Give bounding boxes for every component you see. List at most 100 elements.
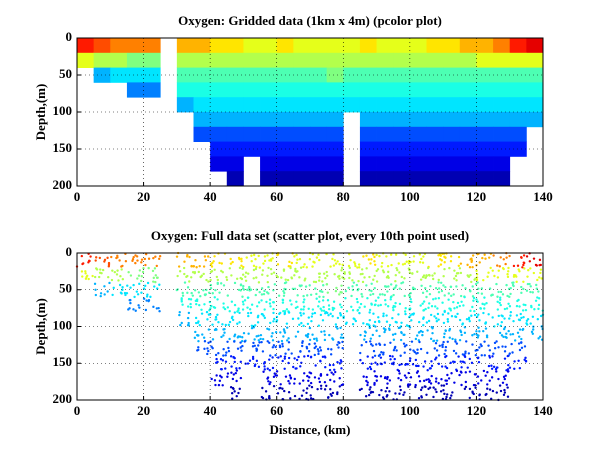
point bbox=[529, 322, 532, 325]
point bbox=[334, 323, 338, 326]
point bbox=[251, 345, 255, 348]
point bbox=[93, 275, 97, 279]
point bbox=[368, 308, 372, 312]
point bbox=[199, 295, 202, 298]
point bbox=[497, 346, 500, 349]
point bbox=[477, 360, 481, 364]
cell bbox=[293, 38, 311, 54]
point bbox=[535, 264, 538, 267]
point bbox=[490, 376, 494, 379]
point bbox=[503, 388, 506, 392]
point bbox=[476, 348, 479, 352]
point bbox=[252, 277, 255, 280]
point bbox=[307, 350, 311, 353]
cell bbox=[476, 52, 494, 68]
point bbox=[233, 311, 237, 314]
point bbox=[412, 260, 415, 263]
point bbox=[488, 356, 492, 359]
point bbox=[276, 392, 280, 395]
point bbox=[506, 386, 509, 389]
point bbox=[375, 375, 379, 378]
point bbox=[255, 335, 258, 338]
point bbox=[229, 355, 233, 358]
point bbox=[363, 276, 366, 279]
point bbox=[213, 306, 217, 309]
point bbox=[178, 311, 181, 314]
point bbox=[293, 274, 296, 277]
point bbox=[503, 357, 507, 360]
cell bbox=[393, 126, 411, 142]
point bbox=[206, 318, 209, 321]
point bbox=[420, 257, 423, 261]
point bbox=[368, 275, 371, 279]
point bbox=[283, 367, 286, 370]
point bbox=[303, 298, 306, 301]
point bbox=[239, 276, 242, 280]
point bbox=[509, 286, 512, 290]
point bbox=[392, 293, 395, 297]
point bbox=[437, 382, 440, 385]
point bbox=[410, 340, 414, 343]
cell bbox=[509, 82, 527, 98]
point bbox=[244, 275, 247, 278]
cell bbox=[476, 97, 494, 113]
cell bbox=[476, 141, 494, 157]
point bbox=[496, 308, 500, 311]
point bbox=[211, 261, 214, 265]
point bbox=[112, 286, 115, 290]
point bbox=[438, 344, 441, 348]
point bbox=[237, 256, 241, 260]
point bbox=[451, 337, 454, 341]
point bbox=[509, 292, 512, 296]
point bbox=[505, 307, 509, 310]
point bbox=[192, 265, 196, 268]
point bbox=[329, 388, 332, 391]
point bbox=[140, 261, 143, 264]
point bbox=[270, 272, 273, 276]
point bbox=[531, 315, 535, 318]
point bbox=[482, 278, 485, 282]
point bbox=[481, 256, 484, 260]
cell bbox=[243, 112, 261, 128]
point bbox=[518, 348, 522, 352]
point bbox=[266, 340, 269, 343]
point bbox=[138, 282, 141, 286]
point bbox=[532, 271, 536, 275]
point bbox=[281, 359, 284, 363]
point bbox=[524, 303, 527, 307]
point bbox=[101, 268, 105, 272]
point bbox=[198, 303, 201, 307]
point bbox=[269, 258, 273, 261]
cell bbox=[493, 97, 511, 113]
point bbox=[187, 311, 191, 315]
point bbox=[444, 329, 447, 333]
point bbox=[197, 320, 200, 323]
point bbox=[437, 354, 441, 357]
point bbox=[517, 359, 520, 363]
point bbox=[314, 287, 317, 290]
point bbox=[254, 293, 257, 297]
point bbox=[358, 311, 361, 315]
cell bbox=[260, 82, 278, 98]
cell bbox=[260, 38, 278, 54]
point bbox=[497, 314, 500, 318]
point bbox=[366, 355, 369, 358]
point bbox=[515, 275, 518, 278]
point bbox=[483, 303, 486, 306]
point bbox=[471, 265, 474, 269]
point bbox=[422, 316, 425, 319]
point bbox=[290, 352, 293, 355]
point bbox=[110, 278, 114, 282]
point bbox=[222, 328, 225, 331]
cell bbox=[126, 82, 144, 98]
cell bbox=[193, 82, 211, 98]
point bbox=[440, 289, 444, 293]
point bbox=[428, 274, 431, 277]
point bbox=[332, 300, 336, 303]
point bbox=[190, 291, 193, 295]
point bbox=[178, 313, 181, 317]
point bbox=[454, 340, 457, 343]
point bbox=[294, 267, 297, 271]
point bbox=[428, 292, 432, 296]
point bbox=[378, 334, 381, 338]
